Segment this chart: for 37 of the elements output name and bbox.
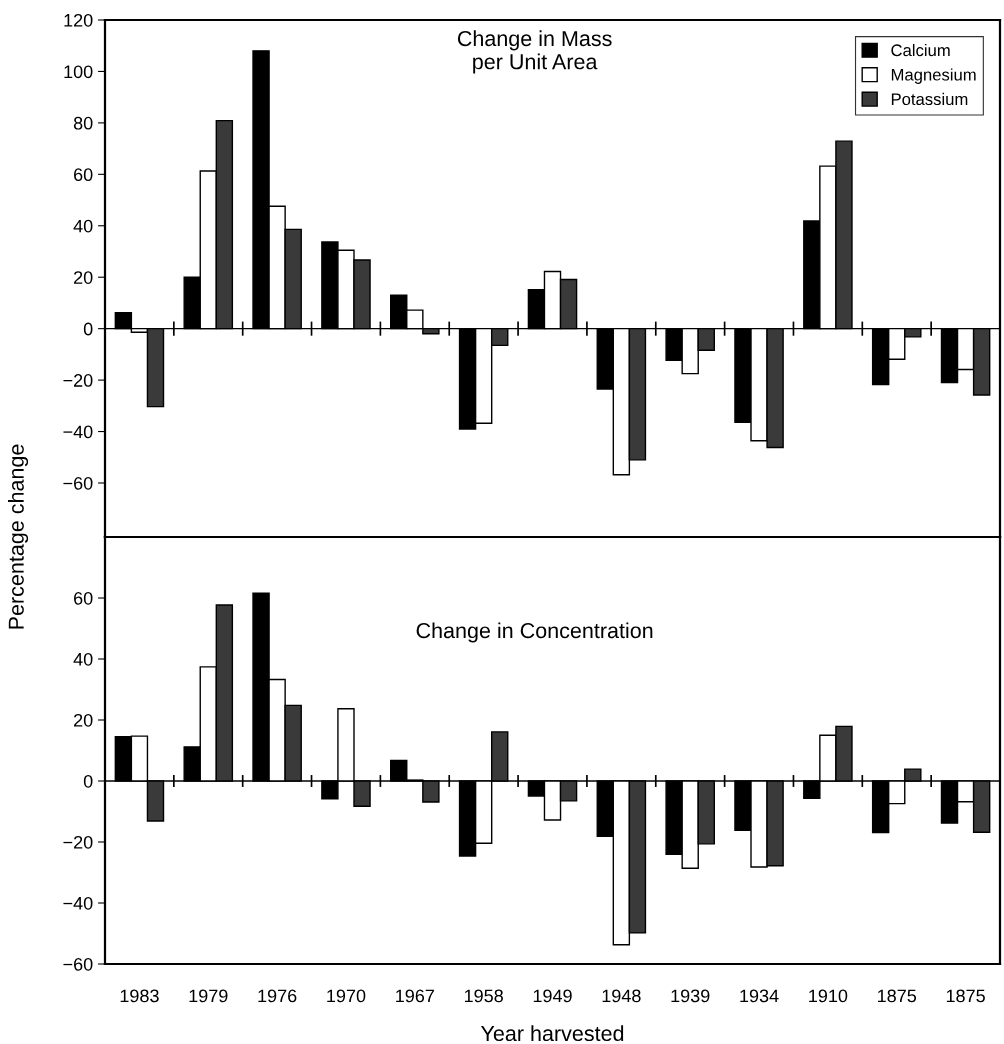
legend-label: Magnesium [891,68,976,84]
y-tick-label: 40 [73,219,93,233]
y-tick-label: −40 [63,425,93,439]
y-tick-label: 20 [74,271,93,284]
text: Change in Concentration [416,622,653,643]
x-tick-label: 1934 [740,989,779,1003]
y-tick-label: 80 [73,116,93,130]
y-tick-label: −60 [63,957,93,971]
x-tick-label: 1976 [258,989,297,1003]
y-tick-label: 100 [64,65,93,79]
x-tick-label: 1939 [671,989,710,1003]
y-tick-label: −40 [63,896,93,910]
y-tick-label: −20 [63,374,93,387]
y-tick-label: 40 [73,652,93,666]
x-tick-label: 1875 [878,989,917,1003]
y-tick-label: 120 [64,13,93,27]
x-tick-label: 1948 [602,989,641,1003]
y-tick-label: 0 [83,322,93,336]
x-tick-label: 1979 [189,989,228,1003]
legend-label: Calcium [891,43,950,57]
y-tick-label: 60 [74,168,93,182]
text: Change in Mass per Unit Area [457,30,612,74]
x-tick-label: 1875 [946,989,985,1003]
x-tick-label: 1970 [327,989,366,1003]
y-tick-label: 0 [83,774,93,788]
y-tick-label: 60 [74,591,93,605]
y-tick-label: −60 [63,476,93,490]
y-tick-label: −20 [63,835,93,849]
x-axis-title: Year harvested [480,1025,624,1042]
x-tick-label: 1967 [396,989,434,1003]
x-tick-label: 1949 [533,989,572,1003]
legend-label: Potassium [891,92,968,106]
y-tick-label: 20 [74,713,93,727]
x-tick-label: 1958 [464,989,503,1003]
y-axis-title: Percentage change [8,444,29,629]
x-tick-label: 1983 [120,989,159,1003]
x-tick-label: 1910 [809,989,848,1003]
